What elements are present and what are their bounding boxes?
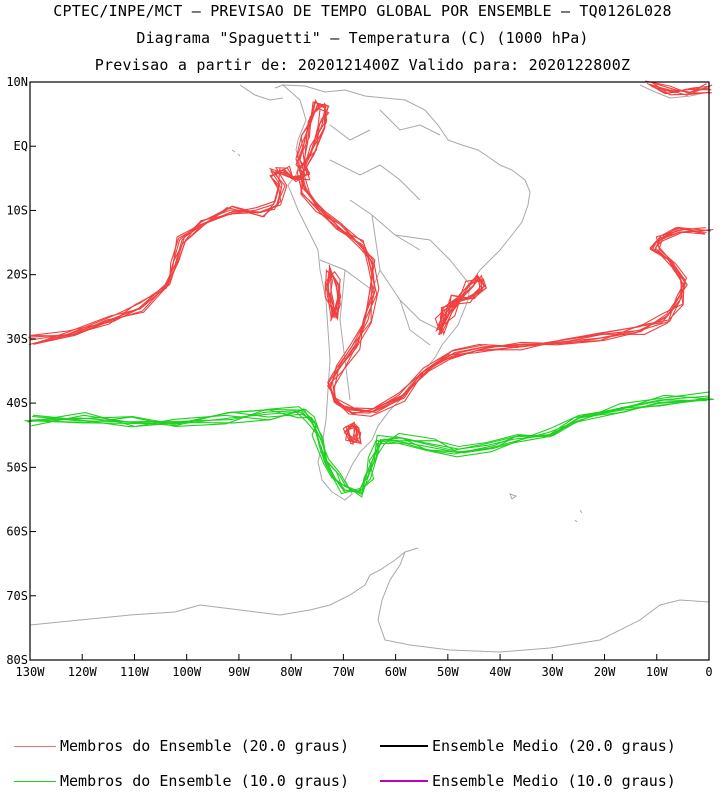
lon-label: 70W <box>333 665 355 679</box>
lon-label: 20W <box>594 665 616 679</box>
warm-member-contour <box>648 83 707 95</box>
lat-label: 20S <box>6 268 28 282</box>
africa-coast <box>639 84 710 99</box>
country-borders <box>319 109 471 401</box>
warm-member-contour <box>439 274 486 336</box>
lon-label: 100W <box>172 665 202 679</box>
legend-swatch-cold-members <box>14 780 56 782</box>
legend-label-warm-mean: Ensemble Medio (20.0 graus) <box>432 737 676 755</box>
lat-label: 60S <box>6 525 28 539</box>
warm-member-contours <box>28 80 714 445</box>
plot-frame <box>29 81 710 661</box>
lon-axis: 130W 120W 110W 100W 90W 80W 70W 60W 50W 40W 30W 20W… <box>16 654 713 679</box>
legend-item-warm-mean: Ensemble Medio (20.0 graus) <box>380 736 676 756</box>
legend-swatch-warm-members <box>14 745 56 747</box>
warm-member-contour <box>30 107 712 414</box>
legend-label-warm-members: Membros do Ensemble (20.0 graus) <box>60 737 349 755</box>
title-line-1: CPTEC/INPE/MCT – PREVISAO DE TEMPO GLOBA… <box>53 2 672 20</box>
lon-label: 80W <box>280 665 302 679</box>
lat-label: 70S <box>6 589 28 603</box>
lon-label: 40W <box>489 665 511 679</box>
legend-item-cold-mean: Ensemble Medio (10.0 graus) <box>380 771 676 791</box>
warm-member-contour <box>436 272 481 326</box>
lat-label: 10S <box>6 203 28 217</box>
title-line-3: Previsao a partir de: 2020121400Z Valido… <box>94 56 631 74</box>
antarctica-coast <box>29 547 710 661</box>
islands <box>231 149 583 523</box>
lon-label: 130W <box>16 665 46 679</box>
south-america-coast <box>281 84 531 501</box>
lon-label: 60W <box>385 665 407 679</box>
lat-label: 30S <box>6 332 28 346</box>
title-line-2: Diagrama "Spaguetti" – Temperatura (C) (… <box>136 29 589 47</box>
lon-label: 0 <box>705 665 712 679</box>
legend-label-cold-members: Membros do Ensemble (10.0 graus) <box>60 772 349 790</box>
warm-member-contour <box>33 102 707 415</box>
legend-item-cold-members: Membros do Ensemble (10.0 graus) <box>14 771 349 791</box>
warm-member-contour <box>345 426 357 445</box>
lat-label: EQ <box>14 139 28 153</box>
warm-member-contour <box>34 101 705 413</box>
lon-label: 120W <box>68 665 98 679</box>
legend-label-cold-mean: Ensemble Medio (10.0 graus) <box>432 772 676 790</box>
lon-label: 10W <box>646 665 668 679</box>
lat-axis: 10N EQ 10S 20S 30S 40S 50S 60S 70S 80S <box>6 75 36 667</box>
legend-swatch-cold-mean <box>380 780 428 782</box>
lon-label: 90W <box>228 665 250 679</box>
lat-label: 80S <box>6 653 28 667</box>
warm-member-contour <box>438 276 481 335</box>
legend-swatch-warm-mean <box>380 745 428 747</box>
lon-label: 50W <box>437 665 459 679</box>
central-america-coast <box>239 84 284 101</box>
lat-label: 10N <box>6 75 28 89</box>
cold-member-contour <box>34 391 710 496</box>
lat-label: 50S <box>6 460 28 474</box>
cold-member-contours <box>24 391 714 498</box>
legend-item-warm-members: Membros do Ensemble (20.0 graus) <box>14 736 349 756</box>
lon-label: 110W <box>120 665 150 679</box>
warm-member-contour <box>33 101 714 410</box>
warm-member-contour <box>28 98 706 417</box>
lon-label: 30W <box>541 665 563 679</box>
warm-member-contour <box>330 271 342 322</box>
warm-member-contour <box>28 104 705 414</box>
lat-label: 40S <box>6 396 28 410</box>
warm-member-contour <box>326 272 341 322</box>
coastlines <box>29 84 710 661</box>
